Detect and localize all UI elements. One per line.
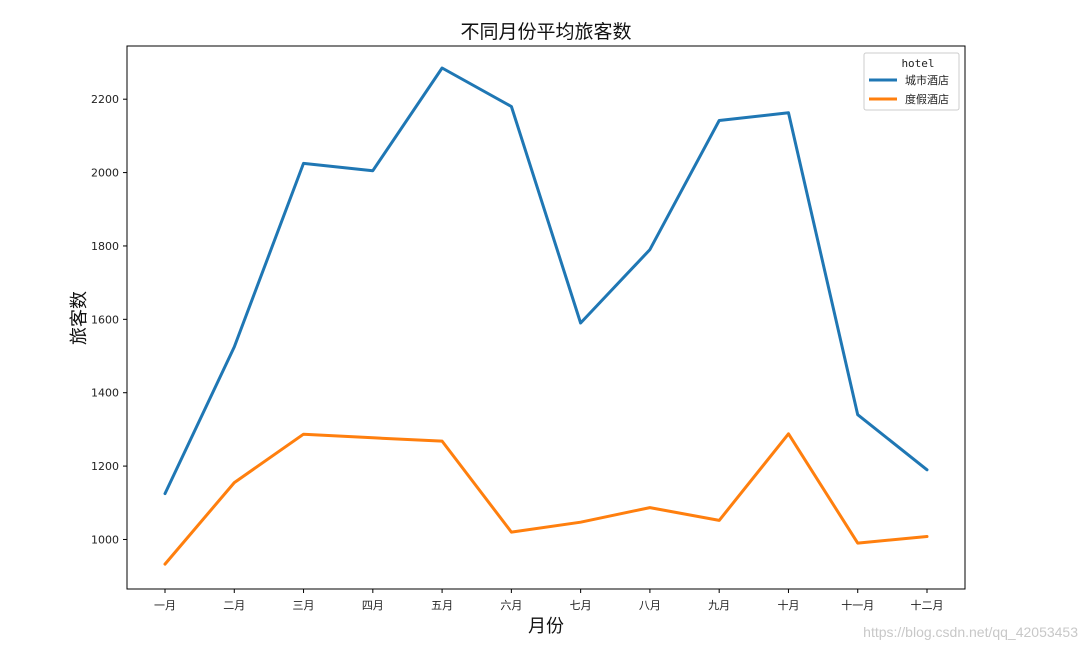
plot-area: 1000 1200 1400 1600 1800 2000 2200 一月 二月 三月 四月 五月 六… [91, 45, 966, 612]
x-tick-label: 十月 [777, 598, 799, 612]
legend: hotel 城市酒店 度假酒店 [863, 52, 960, 111]
series-lines [163, 66, 929, 566]
y-tick-label: 1600 [91, 313, 119, 326]
y-tick-label: 1400 [91, 387, 119, 400]
watermark: https://blog.csdn.net/qq_42053453 [863, 624, 1078, 640]
x-tick-label: 十一月 [841, 598, 874, 612]
plot-frame [126, 45, 966, 590]
x-tick-label: 七月 [570, 599, 592, 612]
y-axis-ticks: 1000 1200 1400 1600 1800 2000 2200 [91, 93, 127, 546]
x-axis-ticks: 一月 二月 三月 四月 五月 六月 七月 八月 九月 十月 十一月 十二月 [154, 589, 944, 612]
resort-hotel-line [163, 432, 929, 566]
chart-title: 不同月份平均旅客数 [460, 21, 631, 43]
y-tick-label: 2200 [91, 93, 119, 106]
legend-box [863, 52, 960, 111]
y-tick-label: 2000 [91, 167, 119, 180]
y-axis-label: 旅客数 [69, 291, 90, 345]
x-tick-label: 三月 [293, 599, 315, 612]
legend-title: hotel [901, 57, 934, 70]
legend-label-city-hotel: 城市酒店 [905, 73, 949, 87]
x-axis-label: 月份 [528, 616, 564, 637]
x-tick-label: 四月 [362, 599, 384, 612]
x-tick-label: 八月 [639, 599, 661, 612]
x-tick-label: 六月 [500, 599, 522, 612]
x-tick-label: 九月 [708, 599, 730, 612]
x-tick-label: 二月 [223, 599, 245, 612]
y-tick-label: 1800 [91, 240, 119, 253]
legend-label-resort-hotel: 度假酒店 [905, 92, 949, 106]
city-hotel-line [163, 66, 929, 496]
y-tick-label: 1200 [91, 460, 119, 473]
x-tick-label: 五月 [431, 599, 453, 612]
x-tick-label: 一月 [154, 599, 176, 612]
y-tick-label: 1000 [91, 533, 119, 546]
x-tick-label: 十二月 [911, 598, 944, 612]
